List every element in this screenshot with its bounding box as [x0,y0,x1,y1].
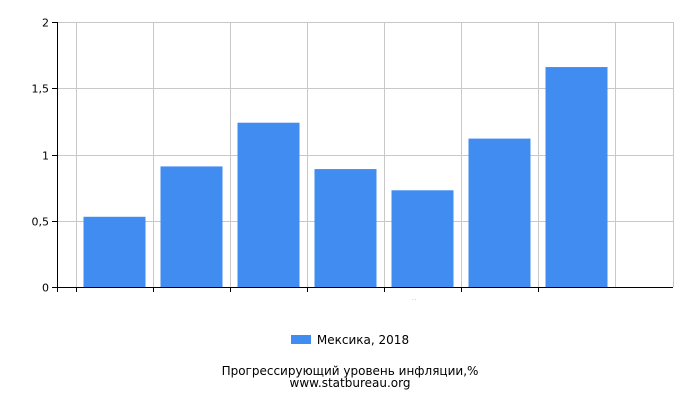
legend-label: Мексика, 2018 [316,333,410,347]
x-tick-label: июнь 2018 [469,298,531,300]
x-tick-label: февр. 2018 [159,298,224,300]
y-tick-label: 0,5 [32,216,50,229]
x-tick-label: апр. 2018 [318,298,374,300]
bar [83,216,146,287]
axes [52,22,673,292]
grid-lines [57,22,674,287]
x-tick-label: июль 2018 [546,298,607,300]
y-tick-label: 2 [42,17,49,30]
bar [160,166,223,287]
bar [391,190,454,287]
chart-title: Прогрессирующий уровень инфляции,% [221,364,479,378]
y-tick-label: 0 [42,282,49,295]
bars [83,67,608,287]
bar-chart: 0 0,5 1 1,5 2 янв. 2018 февр. 2018 март 2018 апр… [32,17,674,301]
legend-swatch [290,335,311,344]
bar [314,169,377,287]
x-tick-label: март 2018 [239,298,299,300]
bar [545,67,608,287]
bar [468,138,531,287]
chart-source: www.statbureau.org [289,376,411,390]
y-tick-label: 1 [42,150,49,163]
legend: Мексика, 2018 [0,333,700,347]
bar [237,122,300,287]
x-tick-label: янв. 2018 [87,298,142,300]
tick-labels: 0 0,5 1 1,5 2 янв. 2018 февр. 2018 март 2018 апр… [32,17,608,301]
x-tick-label: май 2018 [396,298,450,300]
y-tick-label: 1,5 [32,83,50,96]
